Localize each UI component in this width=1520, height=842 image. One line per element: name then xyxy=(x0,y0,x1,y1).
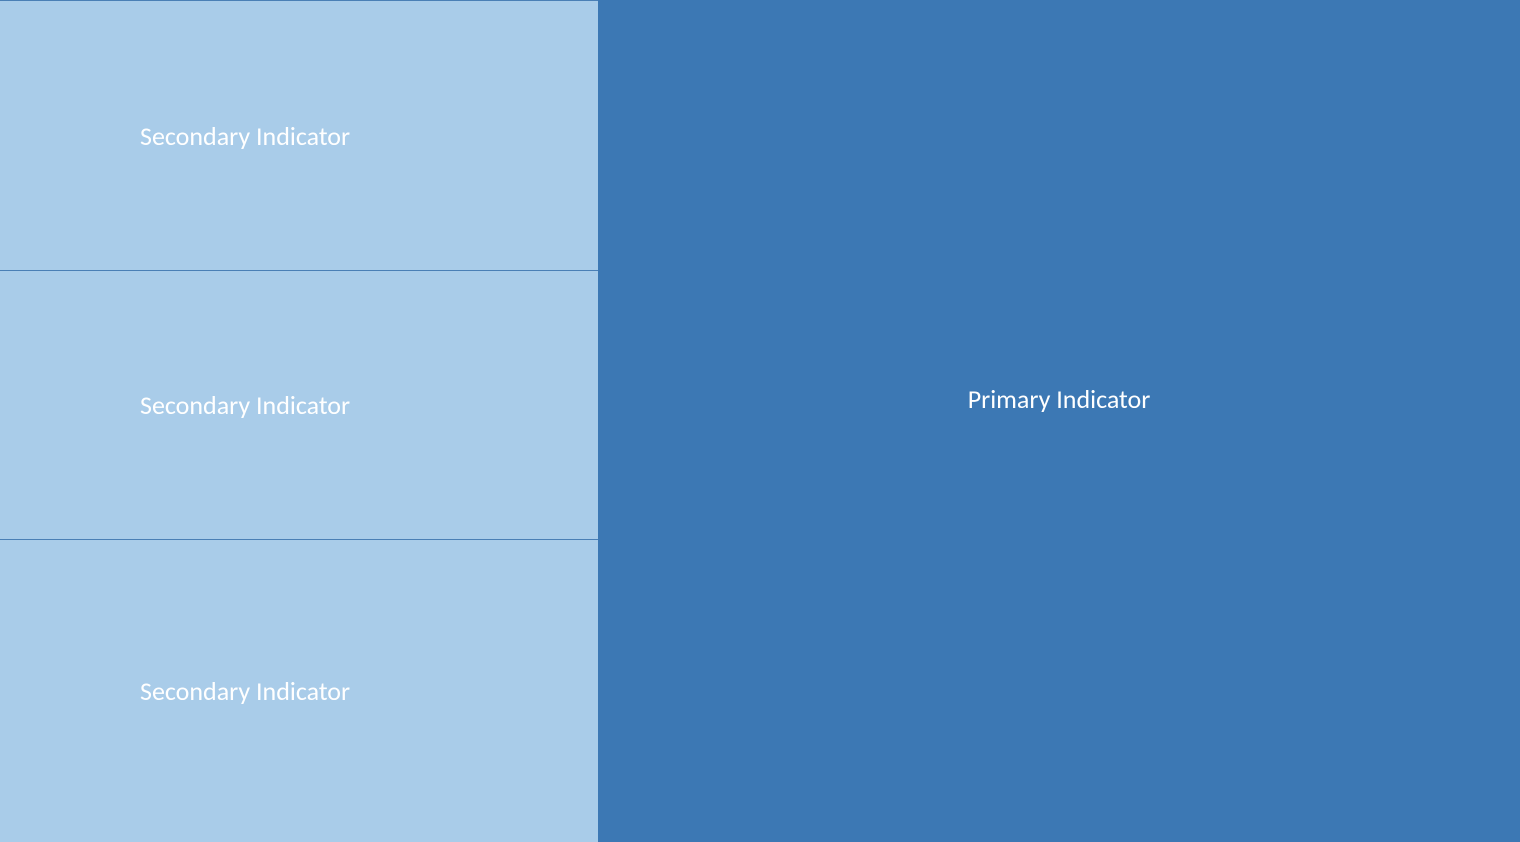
indicator-layout: Secondary Indicator Secondary Indicator Se… xyxy=(0,0,1520,842)
secondary-column: Secondary Indicator Secondary Indicator Se… xyxy=(0,0,598,842)
primary-panel: Primary Indicator xyxy=(598,0,1520,842)
secondary-panel-2: Secondary Indicator xyxy=(0,270,598,540)
secondary-indicator-label-2: Secondary Indicator xyxy=(140,389,350,421)
secondary-panel-3: Secondary Indicator xyxy=(0,540,598,842)
secondary-indicator-label-3: Secondary Indicator xyxy=(140,675,350,707)
secondary-panel-1: Secondary Indicator xyxy=(0,0,598,270)
primary-indicator-label: Primary Indicator xyxy=(968,383,1151,415)
secondary-indicator-label-1: Secondary Indicator xyxy=(140,120,350,152)
